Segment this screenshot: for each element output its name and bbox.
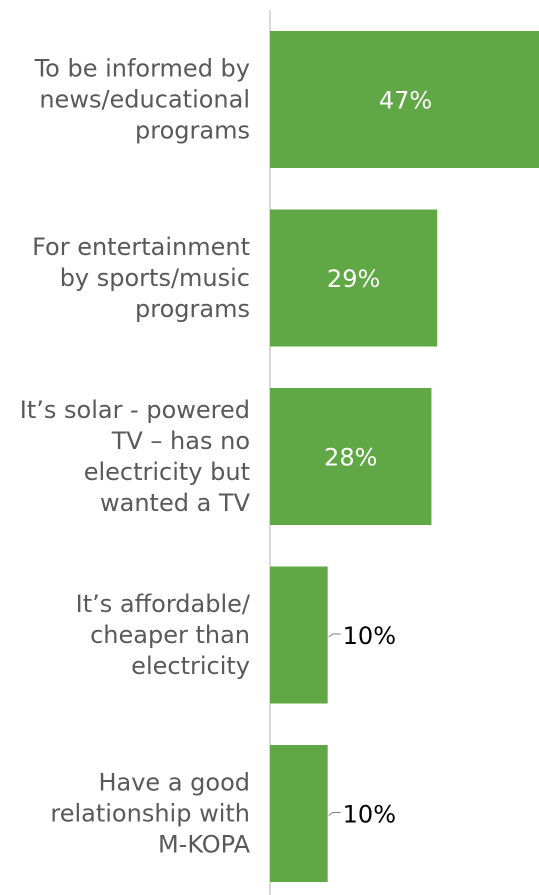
bar-2 <box>270 209 438 347</box>
bar-1 <box>270 31 539 168</box>
category-label-4: It’s affordable/cheaper than electricity <box>76 590 251 680</box>
bar-3 <box>270 388 432 525</box>
value-label-3: 28% <box>324 444 377 472</box>
value-label-4: 10% <box>343 622 396 650</box>
bar-5 <box>270 745 328 882</box>
category-label-3: It’s solar - powered TV – has no electrici… <box>20 396 251 517</box>
value-label-5: 10% <box>343 801 396 829</box>
leader-line-4 <box>328 633 341 638</box>
bar-4 <box>270 566 328 704</box>
value-label-2: 29% <box>327 265 380 293</box>
category-label-2: For entertainment by sports/music programs <box>32 233 250 323</box>
value-label-1: 47% <box>379 87 432 115</box>
leader-line-5 <box>328 812 341 816</box>
category-label-5: Have a good relationship with M-KOPA <box>50 769 250 859</box>
category-label-1: To be informed by news/educational program… <box>34 55 250 145</box>
